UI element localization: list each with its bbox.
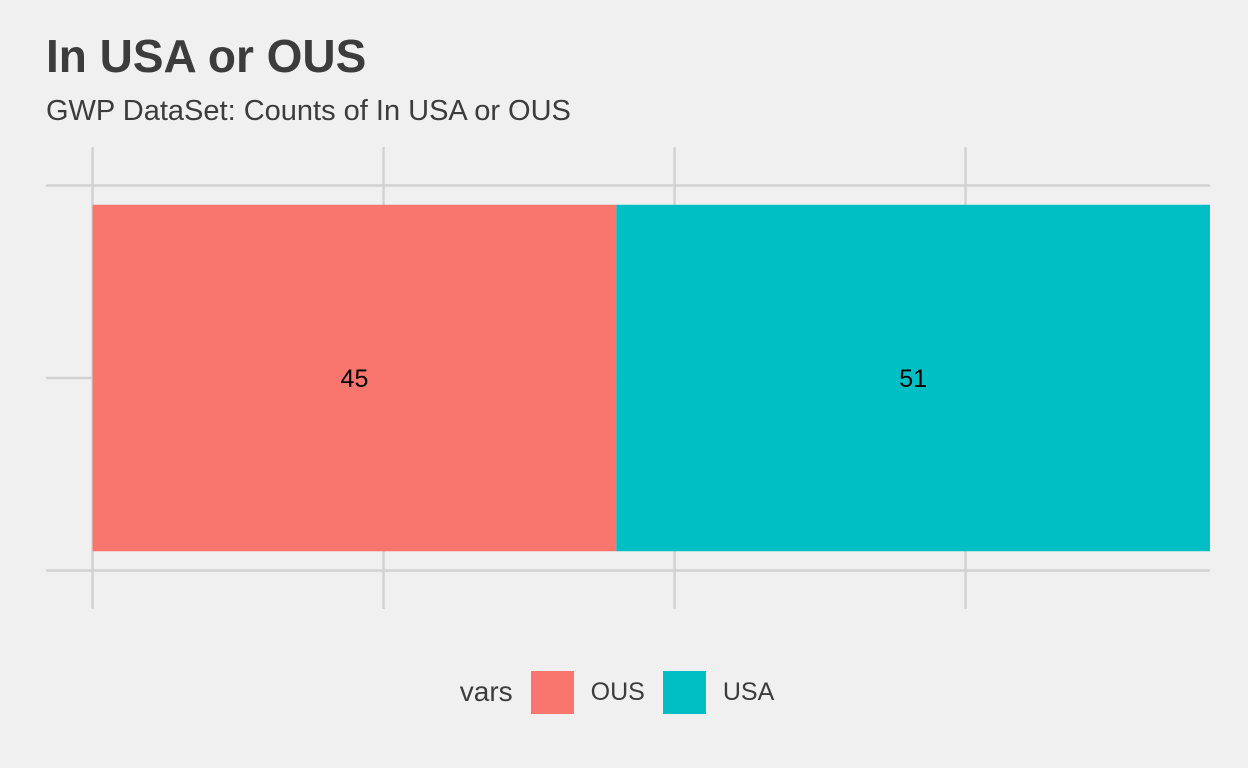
bar-labels: 45 51 <box>341 365 928 393</box>
bar-ous <box>92 204 617 552</box>
bar-label-ous: 45 <box>341 365 369 393</box>
legend-swatch-usa <box>662 670 706 714</box>
legend-item-usa: USA <box>662 670 775 714</box>
chart-subtitle: GWP DataSet: Counts of In USA or OUS <box>46 95 571 127</box>
legend-swatch-ous <box>530 670 574 714</box>
legend-title: vars <box>459 676 513 707</box>
bars <box>92 204 1210 552</box>
bar-label-usa: 51 <box>899 365 927 393</box>
legend-item-ous: OUS <box>530 670 645 714</box>
legend-label-ous: OUS <box>590 677 645 706</box>
legend-label-usa: USA <box>722 677 775 706</box>
bar-usa <box>616 204 1210 552</box>
legend: vars OUS USA <box>0 670 1248 714</box>
chart-title: In USA or OUS <box>46 30 367 82</box>
